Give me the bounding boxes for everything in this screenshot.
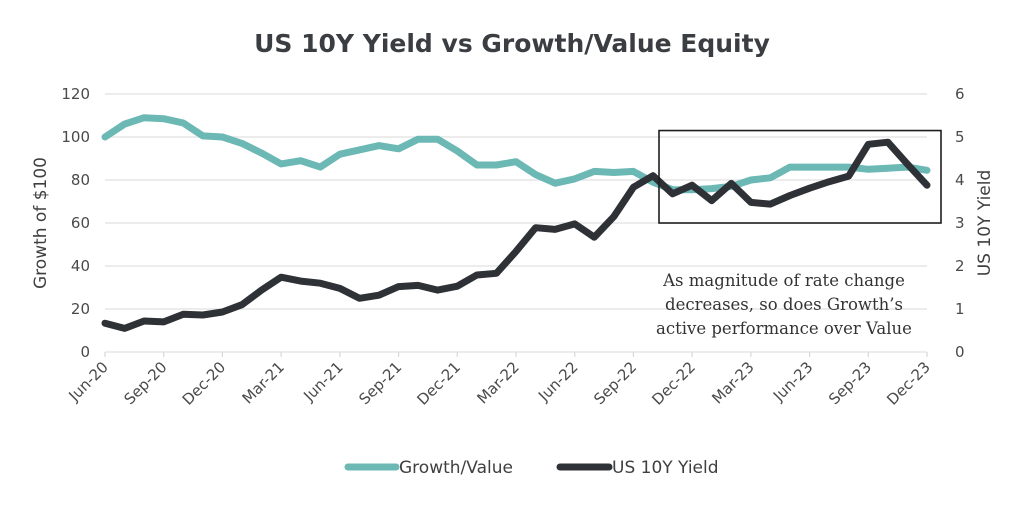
x-tick-label: Jun-23 [769,358,816,405]
gridlines [105,93,927,353]
y2-tick-label: 6 [955,85,965,103]
y-tick-label: 0 [80,343,90,361]
annotation-box [658,129,942,224]
x-tick-label: Sep-23 [825,358,875,408]
x-axis-ticks: Jun-20 Sep-20 Dec-20 Mar-21 Jun-21 Sep-21 Dec-… [64,352,934,409]
x-tick-label: Mar-23 [708,358,757,407]
y-tick-label: 40 [71,257,90,275]
legend: Growth/Value US 10Y Yield [344,458,719,478]
x-tick-label: Sep-20 [120,358,170,408]
x-tick-label: Mar-21 [239,358,288,407]
y-axis-left-label: Growth of $100 [31,157,51,289]
y-tick-label: 100 [61,128,90,146]
legend-label-growth-value: Growth/Value [399,458,513,478]
legend-label-us10y: US 10Y Yield [612,458,719,478]
x-tick-label: Sep-21 [355,358,405,408]
annotation-line-3: active performance over Value [656,319,912,338]
y-axis-left-ticks: 0 20 40 60 80 100 120 [61,85,90,361]
y-tick-label: 20 [71,300,90,318]
y-axis-right-ticks: 0 1 2 3 4 5 6 [955,85,965,361]
y2-tick-label: 0 [955,343,965,361]
x-tick-label: Dec-23 [883,358,934,409]
y-tick-label: 120 [61,85,90,103]
annotation-line-1: As magnitude of rate change [662,271,905,290]
x-tick-label: Jun-20 [64,358,111,405]
series-lines [101,114,931,332]
y2-tick-label: 5 [955,128,965,146]
x-tick-label: Jun-22 [534,358,581,405]
chart-title: US 10Y Yield vs Growth/Value Equity [254,29,770,58]
annotation-text: As magnitude of rate change decreases, s… [656,271,912,338]
x-tick-label: Mar-22 [473,358,522,407]
y-axis-right-label: US 10Y Yield [975,170,995,277]
x-tick-label: Sep-22 [590,358,640,408]
y2-tick-label: 3 [955,214,965,232]
y2-tick-label: 2 [955,257,965,275]
y2-tick-label: 1 [955,300,965,318]
annotation-line-2: decreases, so does Growth’s [665,295,903,314]
y2-tick-label: 4 [955,171,965,189]
y-tick-label: 60 [71,214,90,232]
x-tick-label: Dec-21 [414,358,465,409]
series-line-growth-value [101,114,931,194]
x-tick-label: Jun-21 [299,358,346,405]
series-line-us-10y-yield [101,138,931,332]
x-tick-label: Dec-20 [179,358,230,409]
x-tick-label: Dec-22 [648,358,699,409]
y-tick-label: 80 [71,171,90,189]
